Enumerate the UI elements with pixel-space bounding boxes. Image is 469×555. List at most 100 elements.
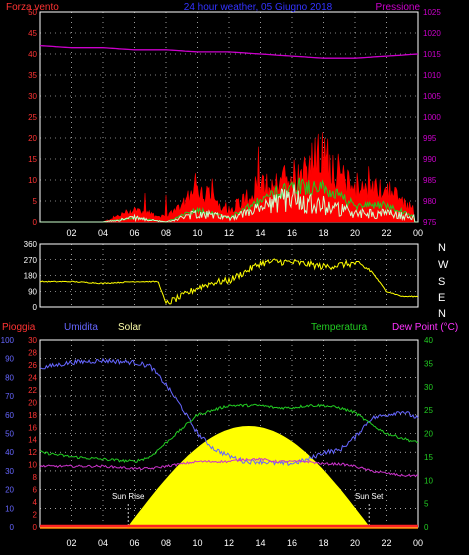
rain-y-tick: 30 (28, 336, 37, 345)
x-tick-label: 18 (318, 228, 328, 238)
sunset-label: Sun Set (355, 492, 384, 501)
rain-y-tick: 18 (28, 411, 37, 420)
x-tick-label: 02 (66, 228, 76, 238)
pressure-y-tick: 1005 (423, 92, 441, 101)
rain-y-tick: 10 (28, 461, 37, 470)
rain-y-tick: 12 (28, 448, 37, 457)
temperature-y-tick: 0 (424, 523, 429, 532)
pressure-y-tick: 980 (423, 197, 437, 206)
wind-y-tick: 45 (28, 29, 37, 38)
direction-y-tick: 90 (28, 287, 37, 296)
rain-y-tick: 22 (28, 386, 37, 395)
pressure-y-tick: 1010 (423, 71, 441, 80)
series-dewpoint (39, 457, 419, 478)
x-tick-label-bottom: 00 (413, 538, 423, 548)
x-tick-label-bottom: 14 (255, 538, 265, 548)
humidity-y-tick: 90 (5, 355, 14, 364)
temp-humidity-solar-panel: 0102030405060708090100024681012141618202… (1, 336, 434, 548)
wind-y-tick: 30 (28, 92, 37, 101)
humidity-y-tick: 10 (5, 504, 14, 513)
series-humidity (39, 357, 419, 467)
x-tick-label-bottom: 20 (350, 538, 360, 548)
wind-y-tick: 5 (33, 197, 38, 206)
x-tick-label-bottom: 18 (318, 538, 328, 548)
temperature-y-tick: 25 (424, 406, 433, 415)
rain-y-tick: 28 (28, 348, 37, 357)
wind-dir-letter-n-bottom: N (438, 308, 446, 320)
humidity-y-tick: 60 (5, 411, 14, 420)
x-tick-label-bottom: 06 (129, 538, 139, 548)
series-temperature (39, 403, 419, 464)
temperature-label: Temperatura (311, 322, 368, 333)
x-tick-label-bottom: 04 (98, 538, 108, 548)
x-tick-label: 06 (129, 228, 139, 238)
rain-y-tick: 16 (28, 423, 37, 432)
wind-y-tick: 0 (33, 218, 38, 227)
pressure-y-tick: 990 (423, 155, 437, 164)
x-tick-label-bottom: 12 (224, 538, 234, 548)
sunrise-label: Sun Rise (112, 492, 145, 501)
wind-y-tick: 50 (28, 8, 37, 17)
rain-y-tick: 0 (33, 523, 38, 532)
dewpoint-label: Dew Point (°C) (392, 322, 458, 333)
humidity-y-tick: 80 (5, 373, 14, 382)
x-tick-label: 04 (98, 228, 108, 238)
wind-pressure-panel: 0510152025303540455097598098599099510001… (28, 8, 441, 238)
temperature-y-tick: 10 (424, 476, 433, 485)
humidity-label: Umidita (64, 322, 98, 333)
rain-label: Pioggia (2, 322, 36, 333)
wind-dir-letter-s: S (438, 276, 445, 288)
temperature-y-tick: 35 (424, 359, 433, 368)
humidity-y-tick: 50 (5, 430, 14, 439)
pressure-y-tick: 1020 (423, 29, 441, 38)
x-tick-label-bottom: 16 (287, 538, 297, 548)
x-tick-label: 16 (287, 228, 297, 238)
humidity-y-tick: 0 (10, 523, 15, 532)
solar-label: Solar (118, 322, 142, 333)
temperature-y-tick: 5 (424, 500, 429, 509)
pressure-y-tick: 985 (423, 176, 437, 185)
series-wind-direction (39, 258, 419, 305)
wind-y-tick: 15 (28, 155, 37, 164)
wind-force-label: Forza vento (6, 2, 59, 13)
rain-y-tick: 14 (28, 436, 37, 445)
x-tick-label: 10 (192, 228, 202, 238)
x-tick-label-bottom: 10 (192, 538, 202, 548)
wind-direction-panel: 0 90 180 270 360 (24, 240, 419, 312)
wind-dir-letter-n-top: N (438, 242, 446, 254)
wind-dir-letter-w: W (438, 259, 449, 271)
wind-y-tick: 35 (28, 71, 37, 80)
rain-y-tick: 20 (28, 398, 37, 407)
humidity-y-tick: 70 (5, 392, 14, 401)
series-pressure (39, 44, 419, 59)
x-tick-label-bottom: 22 (381, 538, 391, 548)
direction-y-tick: 180 (24, 272, 38, 281)
series-wind-speed (40, 184, 418, 223)
pressure-y-tick: 995 (423, 134, 437, 143)
direction-y-tick: 360 (24, 240, 38, 249)
pressure-y-tick: 1025 (423, 8, 441, 17)
humidity-y-tick: 40 (5, 448, 14, 457)
rain-y-tick: 2 (33, 511, 38, 520)
x-tick-label: 00 (413, 228, 423, 238)
wind-y-tick: 40 (28, 50, 37, 59)
rain-y-tick: 26 (28, 361, 37, 370)
x-tick-label-bottom: 08 (161, 538, 171, 548)
wind-y-tick: 20 (28, 134, 37, 143)
pressure-y-tick: 1015 (423, 50, 441, 59)
humidity-y-tick: 100 (1, 336, 15, 345)
humidity-y-tick: 30 (5, 467, 14, 476)
x-tick-label: 22 (381, 228, 391, 238)
temperature-y-tick: 20 (424, 430, 433, 439)
temperature-y-tick: 15 (424, 453, 433, 462)
temperature-y-tick: 40 (424, 336, 433, 345)
mid-plot-frame (39, 243, 419, 308)
x-tick-label: 14 (255, 228, 265, 238)
pressure-y-tick: 1000 (423, 113, 441, 122)
wind-y-tick: 25 (28, 113, 37, 122)
rain-y-tick: 8 (33, 473, 38, 482)
pressure-label: Pressione (376, 2, 421, 13)
rain-y-tick: 24 (28, 373, 37, 382)
chart-title: 24 hour weather, 05 Giugno 2018 (184, 2, 333, 13)
